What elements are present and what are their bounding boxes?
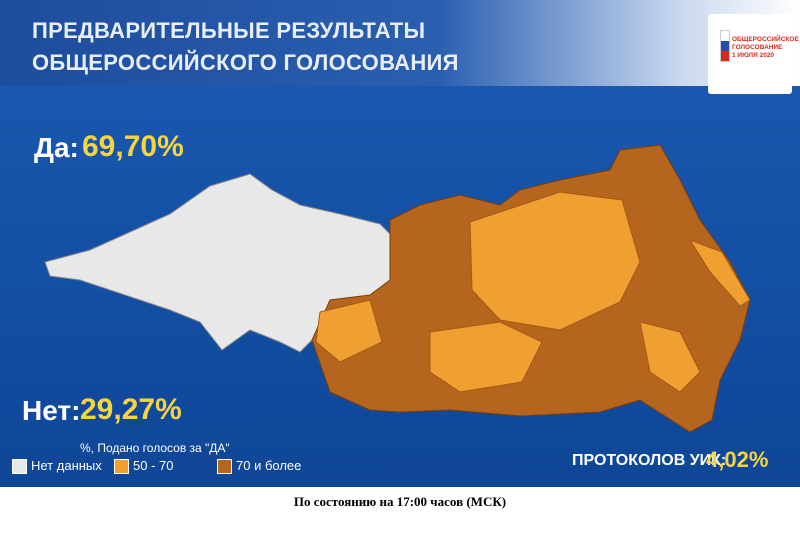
region-50-70 [639, 321, 701, 393]
logo-flag [720, 30, 730, 62]
region-50-70 [469, 191, 641, 331]
legend-label: 50 - 70 [133, 458, 174, 473]
logo-text: ГОЛОСОВАНИЕ [732, 44, 783, 51]
region-50-70 [315, 299, 383, 363]
legend-label: 70 и более [236, 458, 302, 473]
no-value: 29,27% [80, 393, 182, 426]
title: ОБЩЕРОССИЙСКОГО ГОЛОСОВАНИЯ [32, 50, 459, 75]
legend-swatch [217, 459, 232, 474]
title: ПРЕДВАРИТЕЛЬНЫЕ РЕЗУЛЬТАТЫ [32, 18, 426, 43]
regions-50-70 [315, 191, 751, 393]
no-label: Нет: [22, 395, 81, 426]
logo-text: 1 ИЮЛЯ 2020 [732, 52, 775, 59]
header-band [0, 0, 800, 86]
yes-label: Да: [34, 132, 79, 163]
region-50-70 [429, 321, 543, 393]
broadcast-panel: ПРЕДВАРИТЕЛЬНЫЕ РЕЗУЛЬТАТЫ ОБЩЕРОССИЙСКО… [0, 0, 800, 487]
legend-title: %, Подано голосов за "ДА" [80, 441, 230, 455]
legend-swatch [12, 459, 27, 474]
region-50-70 [688, 239, 751, 307]
protocols-label: ПРОТОКОЛОВ УИК: [572, 452, 727, 469]
logo-text: ОБЩЕРОССИЙСКОЕ [732, 36, 799, 43]
logo: ОБЩЕРОССИЙСКОЕ ГОЛОСОВАНИЕ 1 ИЮЛЯ 2020 [708, 14, 799, 94]
map [44, 144, 751, 433]
yes-value: 69,70% [82, 130, 184, 163]
caption: По состоянию на 17:00 часов (МСК) [293, 494, 507, 509]
legend-label: Нет данных [31, 458, 102, 473]
protocols-value: 4,02% [706, 447, 769, 472]
legend-swatch [114, 459, 129, 474]
